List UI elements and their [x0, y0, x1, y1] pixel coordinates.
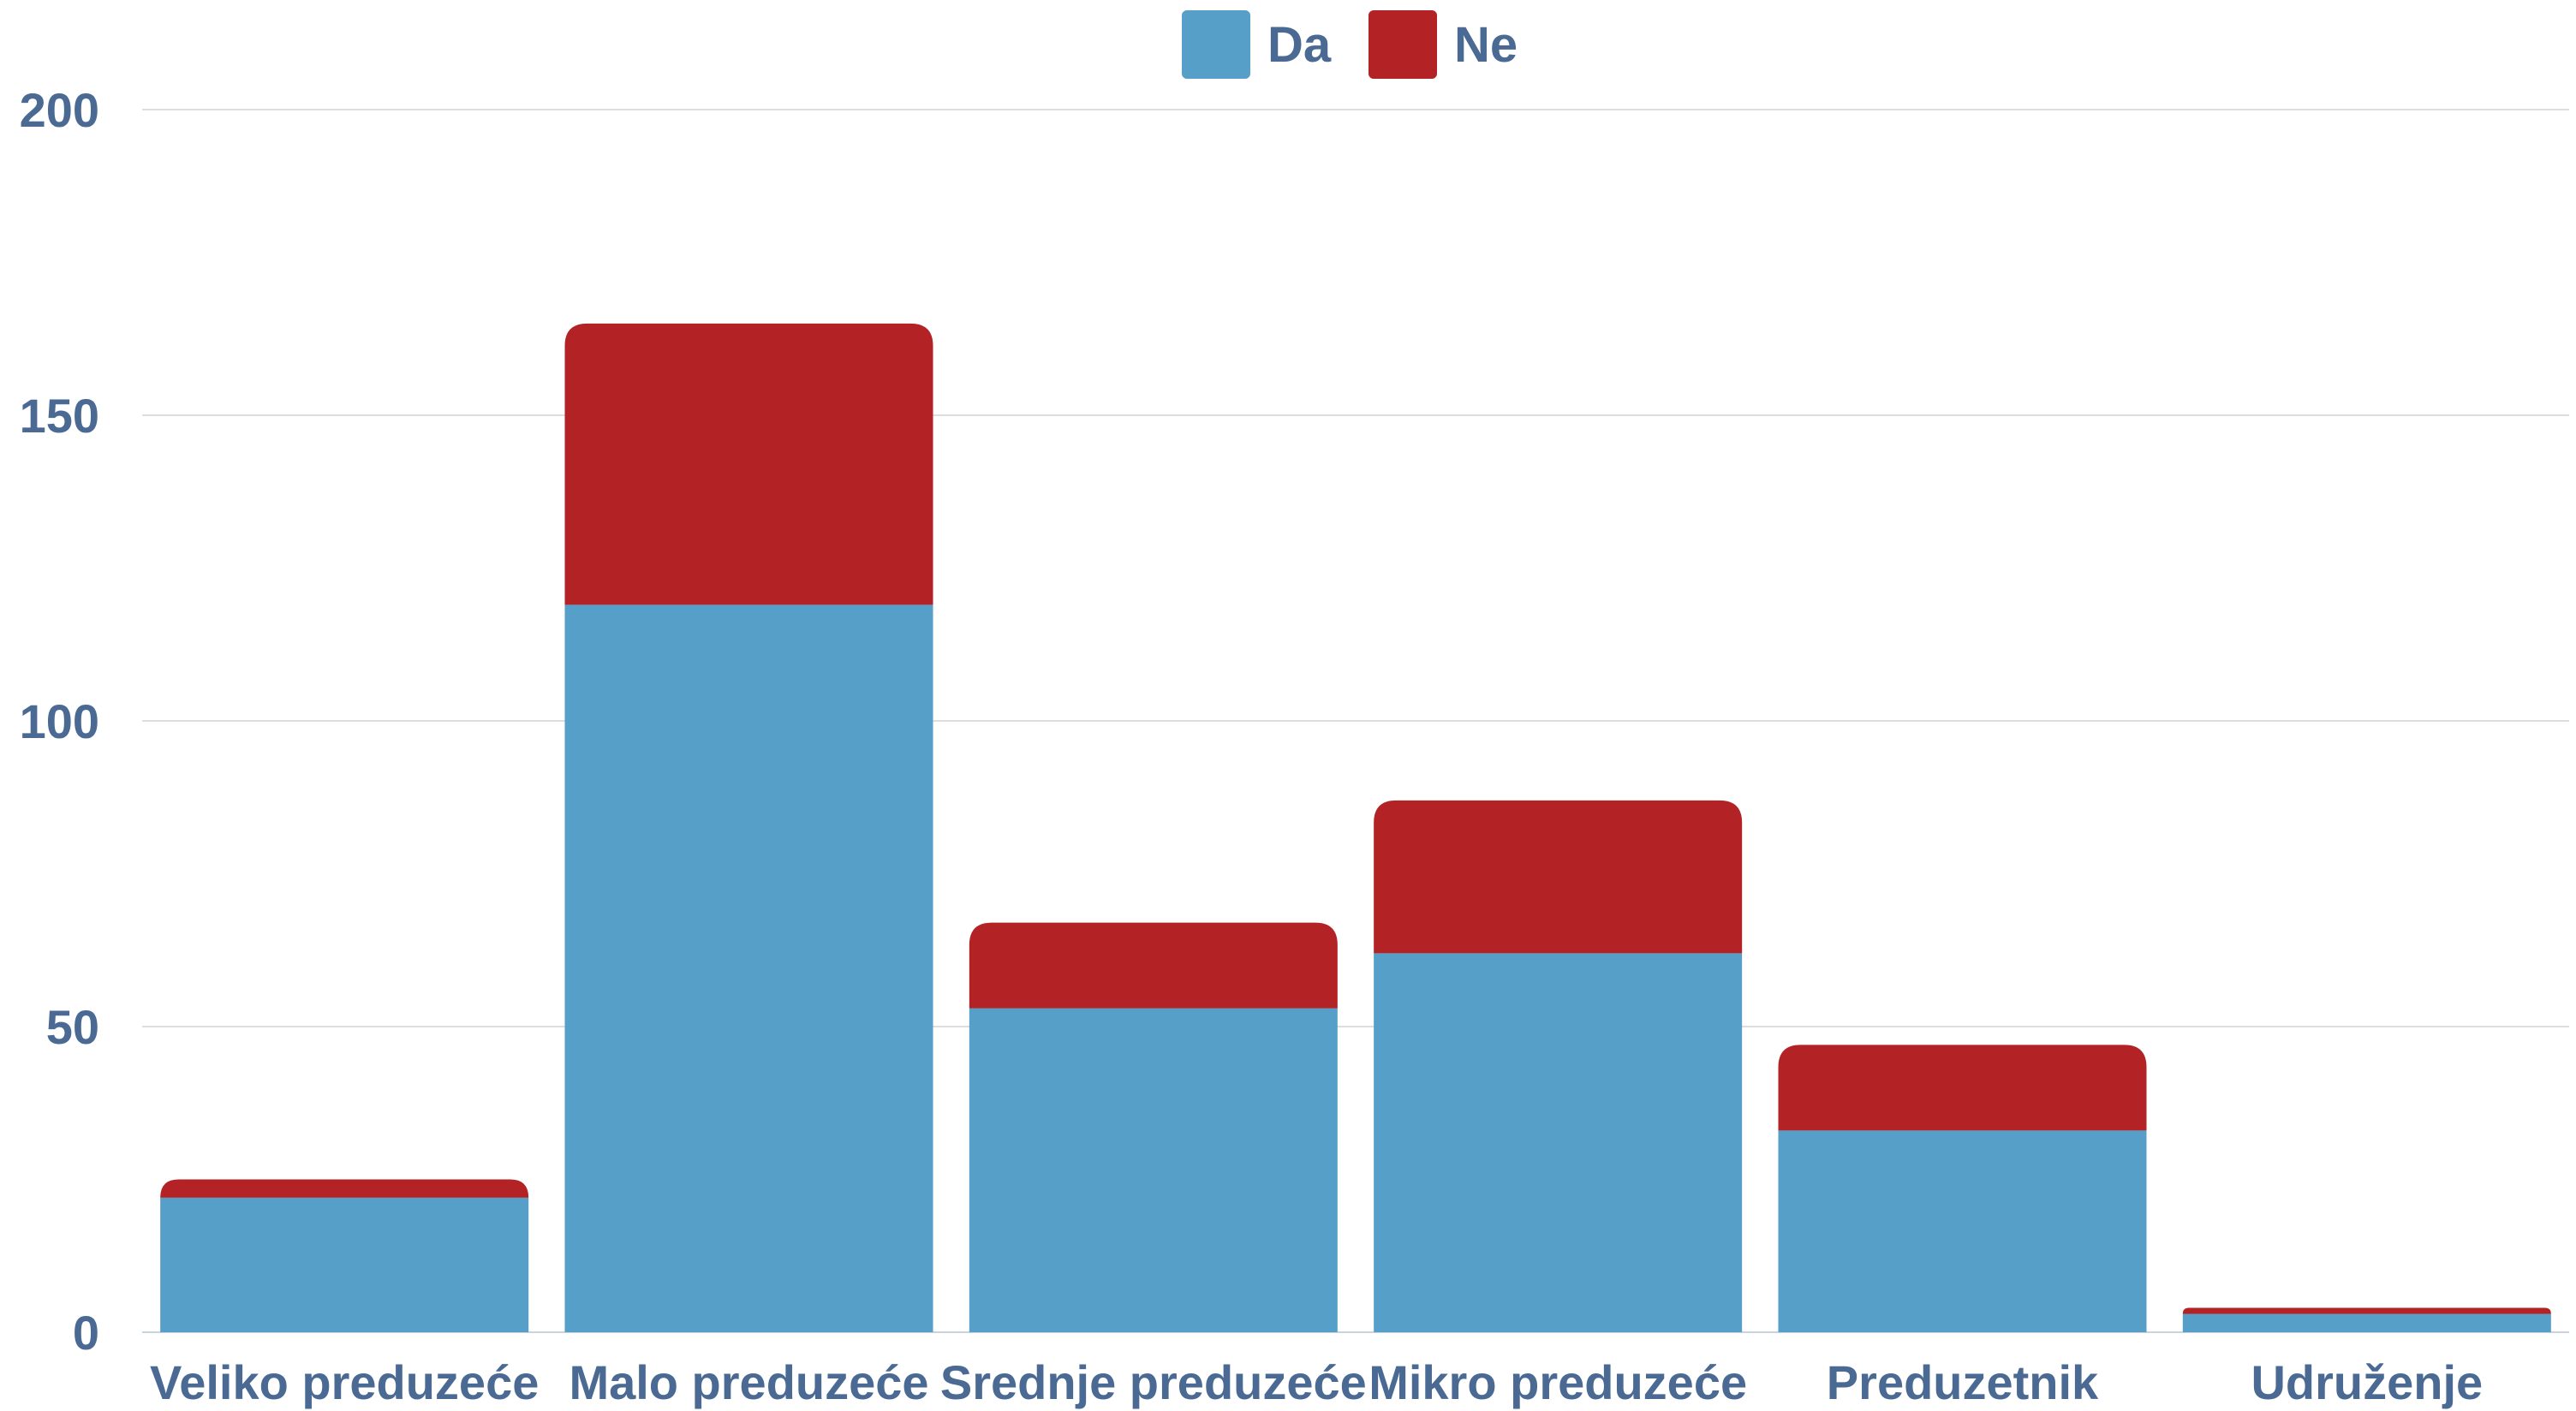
bar-segment-da — [160, 1197, 529, 1332]
grid-layer — [142, 109, 2569, 1333]
x-axis-labels: Veliko preduzeće Malo preduzeće Srednje pr… — [150, 1355, 2483, 1409]
y-tick-label: 0 — [73, 1306, 99, 1360]
bar-segment-ne — [2182, 1307, 2551, 1314]
bar-segment-da — [969, 1008, 1338, 1332]
bar-segment-ne — [969, 922, 1338, 1009]
legend-swatch-da — [1182, 10, 1250, 79]
bar-segment-da — [1778, 1130, 2147, 1332]
x-tick-label: Preduzetnik — [1827, 1355, 2099, 1409]
legend-label-da: Da — [1267, 17, 1332, 73]
legend-label-ne: Ne — [1454, 17, 1518, 73]
x-tick-label: Veliko preduzeće — [150, 1355, 539, 1409]
legend-swatch-ne — [1368, 10, 1437, 79]
y-tick-label: 50 — [46, 1000, 99, 1054]
x-tick-label: Udruženje — [2251, 1355, 2483, 1409]
bar-segment-ne — [564, 323, 933, 605]
bar-segment-da — [2182, 1313, 2551, 1332]
legend: Da Ne — [1182, 10, 1518, 79]
bar-segment-ne — [160, 1179, 529, 1198]
y-tick-label: 150 — [20, 389, 99, 443]
y-axis-ticks: 0 50 100 150 200 — [20, 83, 99, 1360]
bar-segment-ne — [1374, 800, 1743, 954]
bar-segment-da — [564, 604, 933, 1332]
bar-segment-ne — [1778, 1045, 2147, 1131]
x-tick-label: Malo preduzeće — [569, 1355, 928, 1409]
y-tick-label: 200 — [20, 83, 99, 137]
y-tick-label: 100 — [20, 694, 99, 748]
bar-segment-da — [1374, 953, 1743, 1332]
x-tick-label: Mikro preduzeće — [1368, 1355, 1747, 1409]
x-tick-label: Srednje preduzeće — [940, 1355, 1367, 1409]
bars-layer — [160, 323, 2551, 1332]
